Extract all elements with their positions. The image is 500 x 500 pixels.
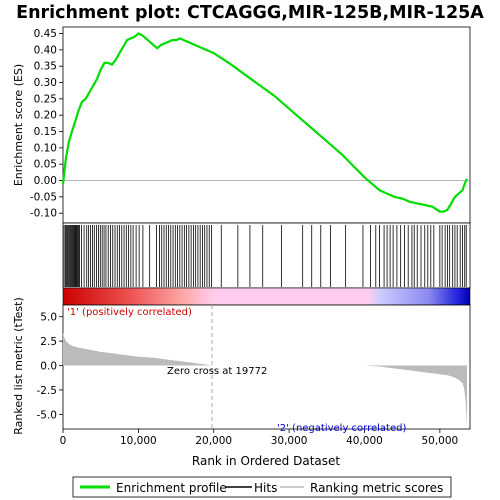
x-tick-label: 20,000: [195, 435, 232, 447]
es-panel: 0.45 0.40 0.35 0.30 0.25 0.20 0.15 0.10 0.05 0.00…: [12, 26, 471, 224]
metric-panel: 5.0 2.5 0.0 -2.5 -5.0 0 10,000 20,000 30,000 40,…: [12, 297, 471, 468]
legend: Enrichment profile Hits Ranking metric s…: [72, 476, 452, 498]
legend-enrichment-label: Enrichment profile: [116, 481, 227, 495]
es-y-tick-label: 0.05: [34, 159, 57, 171]
metric-y-ticks: 5.0 2.5 0.0 -2.5 -5.0: [37, 312, 63, 421]
metric-y-tick-label: 5.0: [40, 312, 57, 324]
enrichment-profile-series: [61, 32, 468, 213]
es-y-tick-label: 0.35: [34, 61, 57, 73]
es-y-tick-label: 0.10: [34, 142, 57, 154]
chart-title: Enrichment plot: CTCAGGG,MIR-125B,MIR-12…: [16, 3, 484, 23]
es-frame: [62, 26, 471, 224]
metric-x-ticks: 0 10,000 20,000 30,000 40,000 50,000: [60, 429, 458, 447]
metric-y-tick-label: -2.5: [37, 385, 58, 397]
es-y-axis-label: Enrichment score (ES): [12, 64, 25, 186]
enrichment-profile-line: [61, 32, 468, 213]
x-tick-label: 30,000: [271, 435, 308, 447]
zero-cross-annotation: Zero cross at 19772: [167, 366, 267, 377]
color-bar-fill: [62, 287, 471, 306]
metric-y-tick-label: 0.0: [40, 361, 57, 373]
x-tick-label: 10,000: [120, 435, 157, 447]
x-tick-label: 50,000: [421, 435, 458, 447]
positive-correlation-label: '1' (positively correlated): [67, 307, 192, 318]
x-axis-label: Rank in Ordered Dataset: [192, 454, 340, 468]
es-y-tick-label: 0.20: [34, 110, 57, 122]
ranking-color-bar: [62, 287, 471, 306]
es-y-tick-label: -0.10: [30, 208, 57, 220]
es-y-tick-label: 0.15: [34, 126, 57, 138]
metric-y-axis-label: Ranked list metric (tTest): [12, 297, 25, 434]
metric-y-tick-label: -5.0: [37, 409, 58, 421]
es-y-tick-label: 0.00: [34, 175, 57, 187]
es-y-tick-label: 0.40: [34, 44, 57, 56]
es-y-ticks: 0.45 0.40 0.35 0.30 0.25 0.20 0.15 0.10 0.05 0.00…: [30, 28, 63, 220]
es-y-tick-label: 0.45: [34, 28, 57, 40]
legend-hits-label: Hits: [254, 481, 277, 495]
es-y-tick-label: 0.25: [34, 93, 57, 105]
es-y-tick-label: -0.05: [30, 191, 57, 203]
es-y-tick-label: 0.30: [34, 77, 57, 89]
metric-y-tick-label: 2.5: [40, 336, 57, 348]
legend-frame: [72, 476, 452, 498]
hit-markers: [63, 225, 467, 287]
x-tick-label: 40,000: [346, 435, 383, 447]
legend-metric-label: Ranking metric scores: [310, 481, 443, 495]
negative-correlation-label: '2' (negatively correlated): [277, 423, 406, 434]
x-tick-label: 0: [60, 435, 67, 447]
hits-panel: [62, 222, 471, 289]
